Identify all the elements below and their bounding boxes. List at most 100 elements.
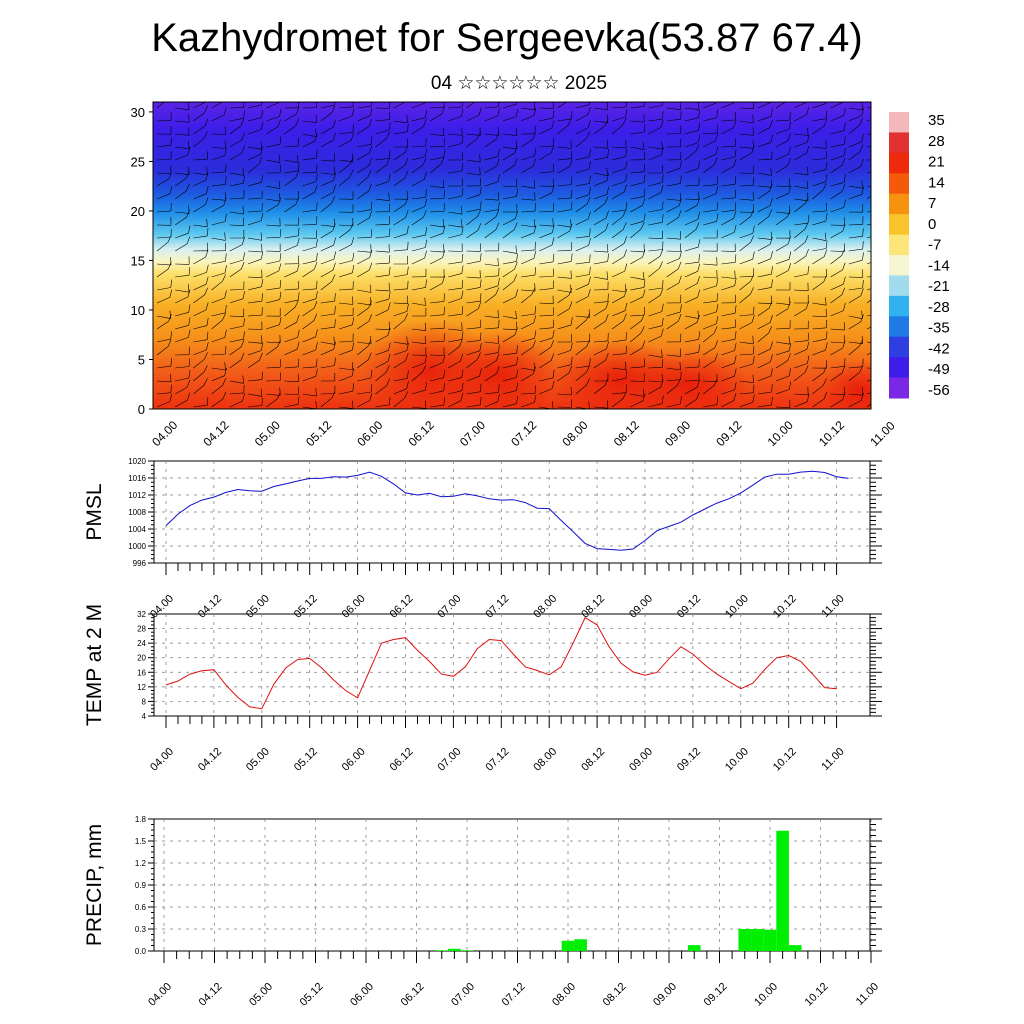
precip-bar xyxy=(574,939,587,951)
panel-frame xyxy=(153,613,871,717)
wind-barb-lines xyxy=(156,102,871,409)
colorbar-swatch xyxy=(889,193,909,215)
heatmap-y-tick-label: 10 xyxy=(131,303,145,318)
x-tick-label: 10.00 xyxy=(723,746,751,774)
heatmap-warm-core xyxy=(630,350,750,409)
colorbar-label: 14 xyxy=(928,174,945,191)
x-tick-label: 05.12 xyxy=(292,746,320,774)
colorbar-label: 28 xyxy=(928,133,945,150)
colorbar-label: -56 xyxy=(928,382,950,399)
panel-precip: 0.0 0.3 0.6 0.9 1.2 1.5 1.8 04.00 04.12 05.00 05.1… xyxy=(83,815,882,1009)
y-tick-label: 1016 xyxy=(128,474,146,483)
x-tick-label: 08.00 xyxy=(531,593,559,621)
x-tick-label: 07.00 xyxy=(449,981,477,1009)
y-tick-label: 1.5 xyxy=(135,837,147,846)
x-tick-label: 05.00 xyxy=(247,981,275,1009)
y-tick-label: 20 xyxy=(137,654,146,663)
y-tick-label: 32 xyxy=(137,610,146,619)
x-tick-label: 06.00 xyxy=(340,746,368,774)
x-tick-label: 09.00 xyxy=(627,593,655,621)
y-tick-label: 24 xyxy=(137,639,146,648)
precip-bar xyxy=(763,929,777,951)
x-tick-label: 10.00 xyxy=(752,981,780,1009)
y-axis-label: TEMP at 2 M xyxy=(83,604,106,726)
colorbar-swatch xyxy=(889,357,909,379)
heatmap-x-tick-label: 10.12 xyxy=(816,418,847,449)
wind-barbs xyxy=(156,102,871,409)
chart-subtitle: 04 ☆☆☆☆☆☆ 2025 xyxy=(430,73,608,94)
x-tick-label: 08.12 xyxy=(579,593,607,621)
heatmap-x-tick-label: 05.12 xyxy=(303,418,334,449)
precip-bar xyxy=(751,929,764,951)
heatmap-x-tick-label: 04.00 xyxy=(149,418,180,449)
colorbar-swatch xyxy=(889,275,909,297)
x-tick-label: 09.12 xyxy=(702,981,730,1009)
y-tick-label: 1.2 xyxy=(135,859,147,868)
precip-bar xyxy=(788,945,802,951)
x-tick-label: 06.12 xyxy=(388,746,416,774)
y-tick-label: 28 xyxy=(137,625,146,634)
x-tick-label: 08.00 xyxy=(531,746,559,774)
colorbar-label: -7 xyxy=(928,237,941,254)
colorbar-label: -14 xyxy=(928,257,950,274)
x-tick-label: 04.00 xyxy=(146,981,174,1009)
heatmap-y-tick-label: 15 xyxy=(131,253,145,268)
x-tick-label: 11.00 xyxy=(854,981,881,1008)
y-tick-label: 4 xyxy=(142,712,147,721)
y-tick-label: 0.6 xyxy=(135,903,147,912)
y-tick-label: 0.3 xyxy=(135,925,147,934)
x-tick-label: 07.00 xyxy=(436,746,464,774)
x-tick-label: 07.12 xyxy=(483,593,511,621)
heatmap-x-tick-label: 05.00 xyxy=(252,418,283,449)
x-tick-label: 10.12 xyxy=(771,593,799,621)
x-tick-label: 08.12 xyxy=(601,981,629,1009)
heatmap-warm-core xyxy=(440,330,560,409)
y-tick-label: 12 xyxy=(137,683,146,692)
panel-temp: 4 8 12 16 20 24 28 32 04.00 04.12 05.00 05.12 06.00 0… xyxy=(83,604,882,774)
y-tick-label: 0.9 xyxy=(135,881,147,890)
x-tick-label: 05.00 xyxy=(244,746,272,774)
precip-bar xyxy=(687,945,701,951)
x-tick-label: 09.00 xyxy=(627,746,655,774)
y-tick-label: 1020 xyxy=(128,457,146,466)
y-tick-label: 16 xyxy=(137,668,146,677)
colorbar-label: -21 xyxy=(928,278,950,295)
colorbar-swatch xyxy=(889,173,909,195)
x-tick-label: 06.12 xyxy=(388,593,416,621)
heatmap-x-tick-label: 09.00 xyxy=(662,418,693,449)
heatmap xyxy=(153,102,871,409)
x-tick-label: 11.00 xyxy=(819,593,846,620)
y-tick-label: 1000 xyxy=(128,542,146,551)
series-line-temp xyxy=(165,616,837,710)
y-axis-label: PMSL xyxy=(83,483,106,540)
y-tick-label: 0.0 xyxy=(135,947,147,956)
y-tick-label: 8 xyxy=(142,697,147,706)
heatmap-x-tick-label: 11.00 xyxy=(867,418,898,449)
colorbar-swatch xyxy=(889,336,909,358)
heatmap-warm-core xyxy=(820,360,871,409)
colorbar-swatch xyxy=(889,316,909,338)
colorbar-label: -42 xyxy=(928,340,950,357)
heatmap-x-tick-label: 07.00 xyxy=(457,418,488,449)
heatmap-x-tick-label: 04.12 xyxy=(201,418,232,449)
heatmap-frame xyxy=(152,101,872,410)
heatmap-y-tick-label: 5 xyxy=(138,352,145,367)
x-tick-label: 05.12 xyxy=(298,981,326,1009)
y-tick-label: 1008 xyxy=(128,508,146,517)
y-tick-label: 1012 xyxy=(128,491,146,500)
x-tick-label: 06.00 xyxy=(340,593,368,621)
y-tick-label: 1.8 xyxy=(135,815,147,824)
x-tick-label: 10.00 xyxy=(723,593,751,621)
x-tick-label: 04.12 xyxy=(196,593,224,621)
x-tick-label: 06.00 xyxy=(348,981,376,1009)
heatmap-x-tick-label: 08.00 xyxy=(560,418,591,449)
x-tick-label: 07.12 xyxy=(483,746,511,774)
x-tick-label: 09.00 xyxy=(651,981,679,1009)
colorbar-label: -49 xyxy=(928,361,950,378)
colorbar-swatch xyxy=(889,112,909,133)
colorbar-swatch xyxy=(889,234,909,256)
chart-title: Kazhydromet for Sergeevka(53.87 67.4) xyxy=(151,16,863,60)
colorbar-swatch xyxy=(889,295,909,317)
panel-pmsl: 996 1000 1004 1008 1012 1016 1020 04.00 04.12 05.… xyxy=(83,457,882,621)
x-tick-label: 09.12 xyxy=(675,593,703,621)
